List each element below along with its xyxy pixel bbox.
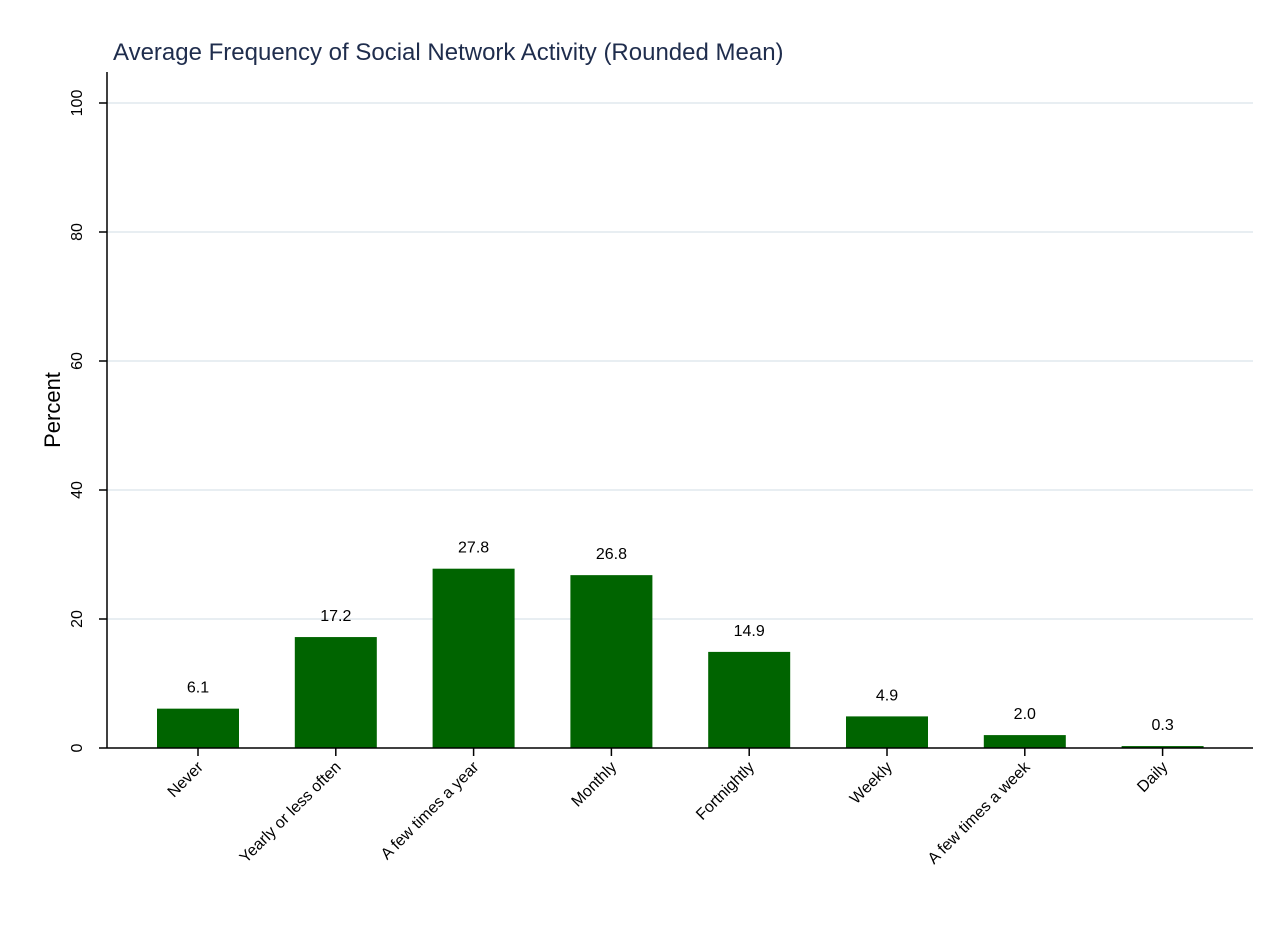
y-tick-label: 100 bbox=[69, 90, 86, 117]
bar bbox=[983, 735, 1066, 748]
data-label: 14.9 bbox=[734, 623, 765, 640]
x-tick-label: Daily bbox=[1134, 759, 1171, 796]
data-label: 27.8 bbox=[458, 540, 489, 557]
data-label: 6.1 bbox=[187, 680, 209, 697]
y-tick-label: 0 bbox=[69, 743, 86, 752]
x-tick-label: Fortnightly bbox=[693, 759, 758, 824]
bar bbox=[846, 716, 928, 748]
y-tick-label: 20 bbox=[69, 610, 86, 628]
data-label: 26.8 bbox=[596, 546, 627, 563]
bar bbox=[294, 637, 377, 748]
x-tick-label: Yearly or less often bbox=[237, 759, 345, 867]
bar bbox=[157, 708, 239, 748]
x-tick-label: Never bbox=[165, 758, 208, 801]
data-label: 2.0 bbox=[1014, 706, 1036, 723]
bar bbox=[708, 651, 791, 748]
y-tick-label: 40 bbox=[69, 481, 86, 499]
bar bbox=[432, 568, 515, 748]
x-tick-label: Weekly bbox=[847, 759, 896, 808]
y-tick-label: 80 bbox=[69, 223, 86, 241]
data-labels: 6.1 17.2 27.8 26.8 14.9 4.9 2.0 0.3 bbox=[187, 540, 1174, 734]
bar bbox=[1121, 746, 1204, 748]
y-tick-label: 60 bbox=[69, 352, 86, 370]
x-tick-label: A few times a week bbox=[925, 758, 1035, 868]
bar bbox=[570, 575, 653, 748]
y-ticks: 0 20 40 60 80 100 bbox=[69, 90, 107, 752]
bars bbox=[157, 568, 1204, 748]
data-label: 4.9 bbox=[876, 687, 898, 704]
x-tick-label: A few times a year bbox=[378, 758, 483, 863]
y-axis-label: Percent bbox=[40, 372, 65, 448]
gridlines bbox=[107, 102, 1253, 620]
x-tick-label: Monthly bbox=[569, 759, 621, 811]
data-label: 17.2 bbox=[320, 608, 351, 625]
x-ticks: Never Yearly or less often A few times a y… bbox=[165, 748, 1171, 868]
data-label: 0.3 bbox=[1151, 717, 1173, 734]
chart-title: Average Frequency of Social Network Acti… bbox=[113, 39, 784, 66]
